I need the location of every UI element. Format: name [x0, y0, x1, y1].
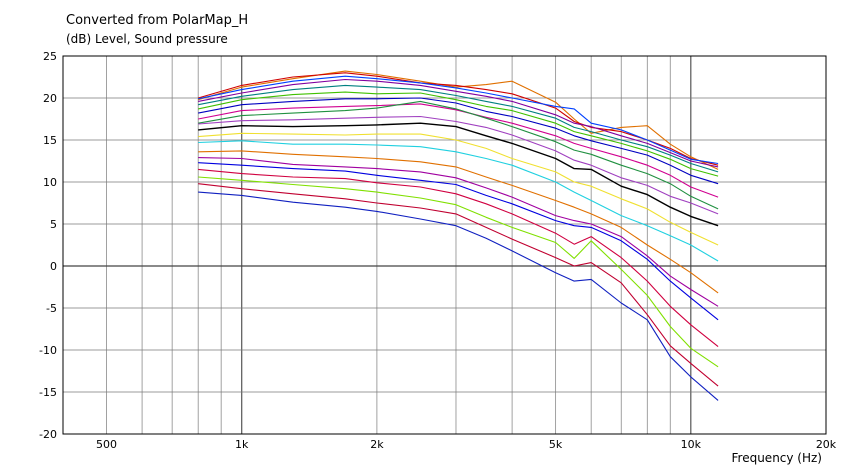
y-tick-label: 15 [43, 134, 57, 147]
y-tick-label: -20 [39, 428, 57, 441]
x-tick-label: 20k [816, 438, 837, 451]
series-line-19 [198, 183, 719, 387]
plot-frame [62, 55, 827, 435]
series-line-14 [198, 150, 719, 294]
series-line-20 [198, 191, 719, 401]
series-line-11 [198, 122, 719, 227]
series-layer [198, 70, 719, 401]
series-line-4 [198, 78, 719, 168]
series-line-10 [198, 115, 719, 215]
y-axis-label: (dB) Level, Sound pressure [66, 32, 228, 46]
series-line-6 [198, 91, 719, 177]
series-line-13 [198, 140, 719, 262]
series-line-5 [198, 84, 719, 173]
x-tick-label: 2k [370, 438, 384, 451]
y-tick-label: -15 [39, 386, 57, 399]
series-line-15 [198, 157, 719, 307]
series-line-17 [198, 168, 719, 348]
series-line-1 [198, 70, 719, 170]
chart-title: Converted from PolarMap_H [66, 13, 249, 28]
y-tick-label: 10 [43, 176, 57, 189]
y-tick-label: -5 [46, 302, 57, 315]
y-tick-label: -10 [39, 344, 57, 357]
x-axis-label: Frequency (Hz) [731, 451, 823, 465]
series-line-12 [198, 132, 719, 246]
x-tick-label: 500 [96, 438, 117, 451]
y-tick-label: 5 [50, 218, 57, 231]
x-tick-label: 1k [235, 438, 249, 451]
series-line-18 [198, 176, 719, 368]
tick-labels: 25 20 15 10 5 0 -5 -10 -15 -20 500 1k 2k 5k 10k 20k [39, 50, 837, 451]
series-line-7 [198, 97, 719, 185]
y-tick-label: 25 [43, 50, 57, 63]
x-tick-label: 10k [681, 438, 702, 451]
x-tick-label: 5k [549, 438, 563, 451]
series-line-3 [198, 75, 719, 165]
y-tick-label: 0 [50, 260, 57, 273]
series-line-16 [198, 162, 719, 321]
series-line-8 [198, 103, 719, 198]
y-tick-label: 20 [43, 92, 57, 105]
series-line-9 [198, 100, 719, 210]
grid-lines [63, 56, 826, 434]
